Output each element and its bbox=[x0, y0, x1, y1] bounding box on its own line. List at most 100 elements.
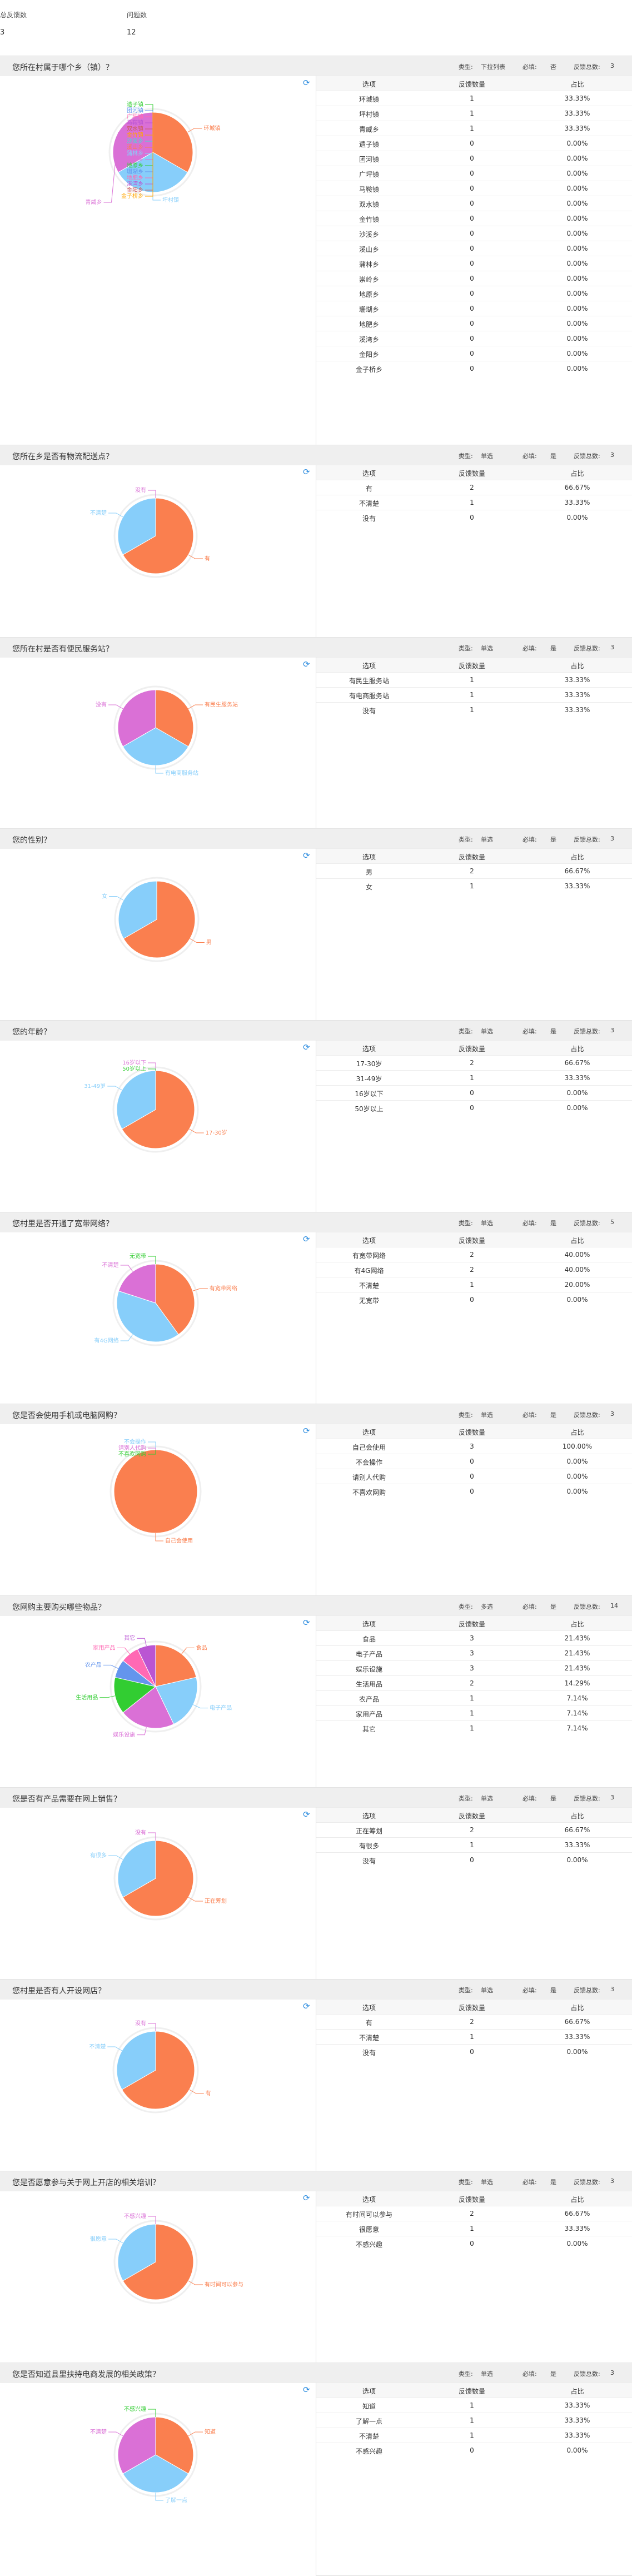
count-cell: 1 bbox=[470, 1281, 474, 1289]
pie-slice[interactable] bbox=[116, 1290, 179, 1342]
pie-slice[interactable] bbox=[155, 1264, 195, 1335]
count-cell: 1 bbox=[470, 882, 474, 890]
pie-slice-label: 31-49岁 bbox=[84, 1082, 106, 1090]
pie-slice[interactable] bbox=[117, 2224, 156, 2281]
count-cell: 1 bbox=[470, 676, 474, 684]
question-section: 您是否知道县里扶持电商发展的相关政策？ 类型: 单选 必填: 是反馈总数: 3 ⟳ 知道 了解一… bbox=[0, 2363, 632, 2576]
pie-slice-label: 没有 bbox=[96, 701, 107, 708]
pie-chart-panel: ⟳ 男女 bbox=[0, 848, 316, 1040]
table-row: 地原乡 0 0.00% bbox=[316, 286, 632, 301]
table-row: 知道 1 33.33% bbox=[316, 2398, 632, 2413]
table-row: 团河镇 0 0.00% bbox=[316, 151, 632, 166]
pie-slice[interactable] bbox=[121, 2031, 195, 2110]
pie-slice[interactable] bbox=[121, 1070, 195, 1149]
ratio-cell: 66.67% bbox=[564, 867, 590, 875]
refresh-icon[interactable]: ⟳ bbox=[303, 851, 310, 861]
pie-slice[interactable] bbox=[155, 2416, 194, 2474]
ratio-cell: 40.00% bbox=[564, 1266, 590, 1274]
column-header-option: 选项 bbox=[362, 1429, 376, 1436]
refresh-icon[interactable]: ⟳ bbox=[303, 467, 310, 477]
refresh-icon[interactable]: ⟳ bbox=[303, 2001, 310, 2011]
table-row: 沙溪乡 0 0.00% bbox=[316, 226, 632, 241]
pie-slice[interactable] bbox=[117, 2416, 156, 2474]
table-row: 不感兴趣 0 0.00% bbox=[316, 2236, 632, 2251]
pie-chart-panel: ⟳ 正在筹划 没有 有很多 bbox=[0, 1807, 316, 1999]
ratio-cell: 0.00% bbox=[566, 230, 588, 237]
question-meta-type-value: 单选 bbox=[481, 2370, 493, 2378]
refresh-icon[interactable]: ⟳ bbox=[303, 1426, 310, 1436]
option-cell: 知道 bbox=[362, 2403, 376, 2410]
pie-slice[interactable] bbox=[122, 727, 189, 766]
pie-slice[interactable] bbox=[118, 1264, 156, 1304]
summary-bar: 总反馈数 3 问题数 12 bbox=[0, 0, 632, 53]
pie-slice-label: 有电商服务站 bbox=[165, 769, 198, 777]
count-cell: 3 bbox=[470, 1634, 474, 1642]
question-meta-total-value: 3 bbox=[610, 2369, 614, 2376]
pie-label-line bbox=[192, 1288, 208, 1291]
pie-slice[interactable] bbox=[113, 1449, 198, 1534]
question-header: 您是否会使用手机或电脑网购？ 类型: 单选 必填: 是 反馈总数: 3 bbox=[0, 1404, 632, 1424]
pie-slice-label: 男 bbox=[206, 939, 212, 946]
pie-label-line bbox=[148, 1068, 156, 1071]
pie-slice[interactable] bbox=[122, 1840, 194, 1917]
question-meta-required-label: 必填: bbox=[522, 2370, 537, 2378]
count-cell: 1 bbox=[470, 125, 474, 132]
pie-slice[interactable] bbox=[137, 1644, 156, 1687]
pie-slice[interactable] bbox=[155, 689, 194, 747]
pie-slice-label: 地肥乡 bbox=[127, 174, 143, 181]
result-table: 选项 反馈数量 占比 食品 3 21.43% 电子产品 3 21.43% 娱乐设施 3 21.43% 生… bbox=[316, 1615, 632, 1807]
column-header-ratio: 占比 bbox=[570, 662, 584, 670]
table-row: 生活用品 2 14.29% bbox=[316, 1675, 632, 1690]
pie-slice-label: 16岁以下 bbox=[122, 1059, 146, 1066]
pie-slice-label: 坪村镇 bbox=[162, 196, 179, 203]
pie-slice[interactable] bbox=[122, 2224, 194, 2300]
pie-slice-label: 没有 bbox=[135, 486, 146, 494]
pie-slice[interactable] bbox=[117, 689, 156, 747]
refresh-icon[interactable]: ⟳ bbox=[303, 2385, 310, 2395]
column-header-ratio: 占比 bbox=[570, 2388, 584, 2395]
refresh-icon[interactable]: ⟳ bbox=[303, 2193, 310, 2203]
question-meta-required-value: 是 bbox=[550, 452, 556, 460]
pie-label-line bbox=[193, 1704, 208, 1709]
ratio-cell: 0.00% bbox=[566, 215, 588, 222]
ratio-cell: 33.33% bbox=[564, 882, 590, 890]
pie-slice-label: 马鞍镇 bbox=[127, 119, 143, 126]
count-cell: 0 bbox=[470, 335, 474, 342]
question-header: 您网购主要购买哪些物品？ 类型: 多选 必填: 是 反馈总数: 14 bbox=[0, 1595, 632, 1616]
question-section: 您村里是否开通了宽带网络？ 类型: 单选 必填: 是反馈总数: 5 ⟳ 有宽带网络 无宽带 不清楚… bbox=[0, 1212, 632, 1424]
ratio-cell: 0.00% bbox=[566, 155, 588, 162]
pie-slice[interactable] bbox=[112, 112, 153, 173]
pie-slice[interactable] bbox=[117, 1840, 156, 1898]
pie-slice-label: 不感兴趣 bbox=[124, 2405, 146, 2413]
table-header-row: 选项 反馈数量 占比 bbox=[316, 1040, 632, 1055]
ratio-cell: 0.00% bbox=[566, 2446, 588, 2454]
pie-slice-label: 遗子镇 bbox=[127, 101, 143, 108]
pie-slice[interactable] bbox=[117, 498, 156, 555]
refresh-icon[interactable]: ⟳ bbox=[303, 78, 310, 88]
pie-slice[interactable] bbox=[122, 498, 194, 574]
ratio-cell: 0.00% bbox=[566, 1856, 588, 1864]
column-header-count: 反馈数量 bbox=[458, 853, 485, 861]
ratio-cell: 0.00% bbox=[566, 170, 588, 177]
refresh-icon[interactable]: ⟳ bbox=[303, 1042, 310, 1052]
refresh-icon[interactable]: ⟳ bbox=[303, 659, 310, 669]
pie-label-line bbox=[108, 2431, 123, 2436]
refresh-icon[interactable]: ⟳ bbox=[303, 1234, 310, 1244]
pie-slice-label: 有 bbox=[206, 2090, 211, 2097]
refresh-icon[interactable]: ⟳ bbox=[303, 1618, 310, 1628]
pie-slice-label: 金阳乡 bbox=[127, 186, 143, 193]
result-table: 选项 反馈数量 占比 自己会使用 3 100.00% 不会操作 0 0.00% 请别人代购 0 0.0… bbox=[316, 1424, 632, 1615]
refresh-icon[interactable]: ⟳ bbox=[303, 1809, 310, 1819]
question-header: 您的年龄？ 类型: 单选 必填: 是 反馈总数: 3 bbox=[0, 1020, 632, 1041]
count-cell: 0 bbox=[470, 1296, 474, 1304]
pie-label-line bbox=[145, 104, 153, 112]
pie-slice[interactable] bbox=[123, 881, 196, 958]
ratio-cell: 0.00% bbox=[566, 1473, 588, 1480]
pie-slice[interactable] bbox=[118, 881, 157, 939]
pie-label-line bbox=[107, 2046, 122, 2051]
pie-label-line bbox=[155, 1533, 163, 1541]
column-header-option: 选项 bbox=[362, 2004, 376, 2012]
pie-slice[interactable] bbox=[122, 2454, 189, 2493]
